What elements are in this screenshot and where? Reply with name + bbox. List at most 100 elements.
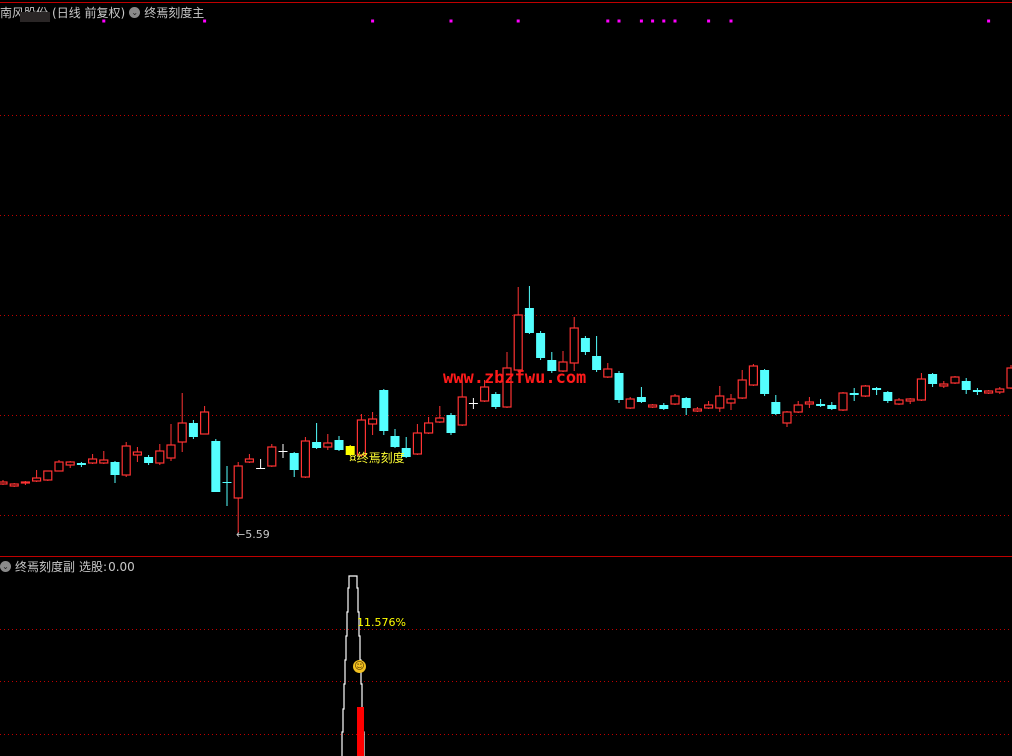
candle-body [883,392,893,401]
candle-body [569,327,579,364]
candle [502,352,512,408]
candle [872,387,882,395]
candle-body [793,404,803,413]
candle-body [849,393,859,395]
candle-body [513,314,523,371]
marker-dot [617,19,621,23]
candle [0,480,8,485]
candle-body [536,333,546,358]
period-label: (日线 前复权) [52,6,126,20]
main-indicator-name[interactable]: 终焉刻度主 [144,6,205,20]
marker-dot [371,19,375,23]
candle [916,373,927,401]
candle [468,398,478,409]
candle-body [312,442,322,448]
candle-body [816,404,826,406]
candle-body [435,417,445,423]
candle [972,388,982,395]
candle-body [737,379,747,399]
candle [480,380,490,402]
candle [793,401,803,413]
candle [379,389,389,435]
candle-body [379,390,389,431]
chevron-down-icon[interactable]: ⌄ [129,7,141,18]
candle [211,439,221,492]
marker-dot [102,19,106,23]
candle-body [222,482,232,483]
candle [31,470,42,482]
candle-body [972,390,982,392]
candle [771,395,781,415]
candle [524,286,534,334]
indicator-spike-line [341,575,365,756]
candle-body [132,451,142,456]
candle-body [121,445,131,476]
candle-body [267,446,277,467]
grid-lines [0,2,1012,735]
candle [323,434,333,450]
marker-dots [102,19,991,23]
watermark: www.zbzfwu.com [443,368,587,388]
candle-body [872,388,882,390]
candle-body [244,458,254,463]
candle [188,420,198,439]
candle [894,398,904,405]
candle-body [1006,367,1012,389]
candle-body [647,404,658,408]
candle-body [401,448,411,457]
signal-label: ¤终焉刻度 [349,451,405,465]
candle-body [692,408,703,412]
candle-body [625,398,635,409]
candle-body [860,385,871,397]
candle [300,437,310,478]
candle [614,371,624,403]
candle-body [748,365,759,386]
candle-body [188,423,198,437]
candle [412,424,422,455]
candle [356,414,366,457]
marker-dot [516,19,520,23]
candle-body [300,440,310,478]
candle-body [995,388,1005,393]
candle-body [670,395,680,405]
candle-body [838,392,848,411]
candle [312,423,322,449]
sub-indicator-name[interactable]: 终焉刻度副 [15,560,76,574]
sub-indicator [341,575,365,756]
candle-body [502,367,512,408]
candle [9,483,19,487]
candle [256,459,266,469]
candle [983,390,994,394]
candle [816,399,826,407]
candle-body [558,361,568,372]
candle [491,392,501,409]
candle [569,317,579,371]
marker-dot [651,19,655,23]
candle-body [345,446,355,455]
candle-body [760,370,770,394]
candle-body [524,308,534,333]
candle-body [0,481,8,485]
candle-body [468,403,478,404]
candle-body [771,402,781,414]
candle-body [65,461,75,466]
candle [760,369,770,396]
candle-body [368,418,378,425]
candle [200,406,210,435]
candle-body [950,376,960,384]
candle [222,466,232,506]
candle-body [9,483,19,487]
candle-body [211,441,221,492]
candle [132,447,142,462]
candle [647,404,658,408]
candle [233,462,243,533]
candle [144,455,154,465]
candle [692,407,703,412]
candle-body [659,405,669,409]
candle-body [256,468,266,469]
candle-body [233,465,243,499]
candle [939,381,949,388]
chevron-down-icon[interactable]: ⌄ [0,561,11,572]
candle-body [43,470,53,481]
